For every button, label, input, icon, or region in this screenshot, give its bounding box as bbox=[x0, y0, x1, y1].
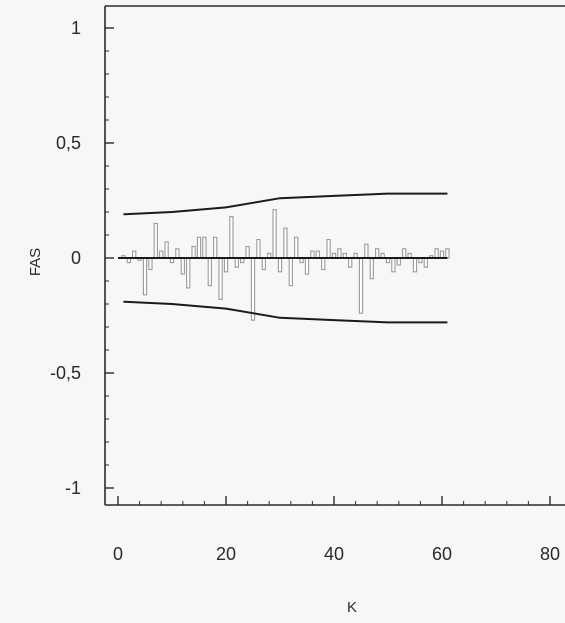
fas-bar bbox=[396, 257, 401, 266]
y-tick-label: 0 bbox=[71, 248, 81, 268]
x-tick-label: 40 bbox=[324, 544, 344, 564]
fas-bar bbox=[213, 236, 218, 259]
x-tick-label: 80 bbox=[540, 544, 560, 564]
x-tick-label: 0 bbox=[113, 544, 123, 564]
fas-bar bbox=[250, 257, 256, 321]
fas-bar bbox=[375, 248, 380, 259]
fas-bar bbox=[310, 250, 315, 259]
x-tick-label: 20 bbox=[216, 544, 236, 564]
x-axis-title: K bbox=[347, 599, 357, 616]
fas-bar bbox=[142, 257, 148, 296]
fas-bar bbox=[202, 236, 207, 259]
fas-bar bbox=[234, 257, 239, 268]
fas-bar bbox=[412, 257, 418, 273]
fas-bar bbox=[434, 248, 439, 259]
fas-bar bbox=[315, 250, 320, 259]
fas-bar bbox=[391, 257, 396, 273]
fas-bar bbox=[283, 227, 288, 259]
fas-bar bbox=[132, 250, 137, 259]
fas-bar bbox=[277, 257, 283, 273]
fas-bar bbox=[364, 243, 369, 259]
lower-confidence-bound bbox=[123, 300, 448, 324]
fas-bar bbox=[272, 209, 277, 259]
fas-bar bbox=[358, 257, 364, 314]
y-tick-label: 0,5 bbox=[56, 133, 81, 153]
fas-bar bbox=[207, 257, 212, 287]
fas-bar bbox=[369, 257, 374, 280]
fas-bar bbox=[175, 248, 180, 259]
fas-bar bbox=[261, 257, 266, 271]
fas-bar bbox=[321, 257, 326, 271]
y-tick-label: 1 bbox=[71, 18, 81, 38]
fas-bar bbox=[304, 257, 310, 275]
fas-bar bbox=[245, 245, 250, 259]
fas-bar bbox=[348, 257, 353, 268]
fas-bar bbox=[223, 257, 229, 273]
fas-bar bbox=[180, 257, 185, 275]
fas-bar bbox=[159, 250, 164, 259]
fas-bar bbox=[402, 248, 407, 259]
fas-bar bbox=[191, 245, 196, 259]
fas-bar bbox=[229, 216, 234, 259]
fas-bar bbox=[153, 222, 158, 259]
fas-bar bbox=[186, 257, 191, 289]
fas-bar bbox=[148, 257, 153, 271]
upper-confidence-bound bbox=[123, 192, 448, 216]
fas-bar bbox=[445, 248, 450, 259]
fas-bar bbox=[337, 248, 342, 259]
fas-bar bbox=[164, 241, 169, 259]
fas-bar bbox=[288, 257, 293, 287]
fas-bar bbox=[439, 250, 445, 259]
y-tick-label: -0,5 bbox=[50, 363, 81, 383]
fas-bar bbox=[218, 257, 223, 300]
fas-bar bbox=[256, 239, 261, 259]
fas-bar bbox=[326, 239, 331, 259]
y-tick-label: -1 bbox=[65, 478, 81, 498]
fas-bar bbox=[196, 236, 202, 259]
y-axis-title: FAS bbox=[27, 248, 44, 276]
fas-bar bbox=[423, 257, 428, 268]
x-tick-label: 60 bbox=[432, 544, 452, 564]
fas-bar bbox=[294, 236, 299, 259]
